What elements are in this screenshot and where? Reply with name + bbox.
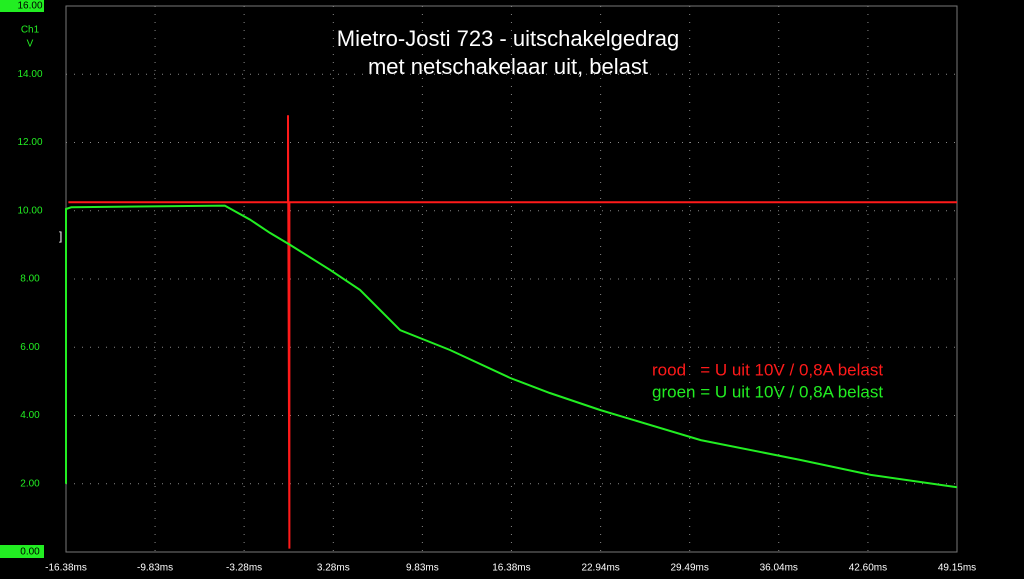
x-tick-label: 29.49ms bbox=[671, 563, 709, 574]
x-tick-label: -16.38ms bbox=[45, 563, 87, 574]
x-tick-label: 22.94ms bbox=[581, 563, 619, 574]
x-tick-label: 9.83ms bbox=[406, 563, 439, 574]
series-line bbox=[68, 115, 957, 549]
y-tick-label: 4.00 bbox=[20, 410, 40, 421]
x-tick-label: 3.28ms bbox=[317, 563, 350, 574]
legend-entry: groen = U uit 10V / 0,8A belast bbox=[652, 382, 883, 401]
y-tick-label: 12.00 bbox=[17, 137, 42, 148]
y-tick-label: 16.00 bbox=[17, 1, 42, 12]
series-line bbox=[65, 204, 958, 489]
legend-entry: rood = U uit 10V / 0,8A belast bbox=[652, 360, 883, 379]
y-tick-label: 6.00 bbox=[20, 342, 40, 353]
y-tick-label: 8.00 bbox=[20, 274, 40, 285]
y-tick-label: 0.00 bbox=[20, 547, 40, 558]
x-tick-label: -9.83ms bbox=[137, 563, 173, 574]
trigger-marker: ] bbox=[59, 229, 62, 243]
y-tick-label: 14.00 bbox=[17, 69, 42, 80]
y-unit: V bbox=[27, 39, 34, 50]
x-tick-label: 36.04ms bbox=[760, 563, 798, 574]
x-tick-label: 49.15ms bbox=[938, 563, 976, 574]
x-tick-label: 16.38ms bbox=[492, 563, 530, 574]
y-tick-highlight bbox=[0, 0, 44, 12]
y-tick-label: 10.00 bbox=[17, 205, 42, 216]
chart-subtitle: met netschakelaar uit, belast bbox=[368, 54, 648, 79]
x-tick-label: 42.60ms bbox=[849, 563, 887, 574]
y-tick-label: 2.00 bbox=[20, 478, 40, 489]
y-axis-title: Ch1 bbox=[21, 25, 40, 36]
chart-title: Mietro-Josti 723 - uitschakelgedrag bbox=[337, 26, 679, 51]
x-tick-label: -3.28ms bbox=[226, 563, 262, 574]
y-tick-highlight bbox=[0, 545, 44, 558]
